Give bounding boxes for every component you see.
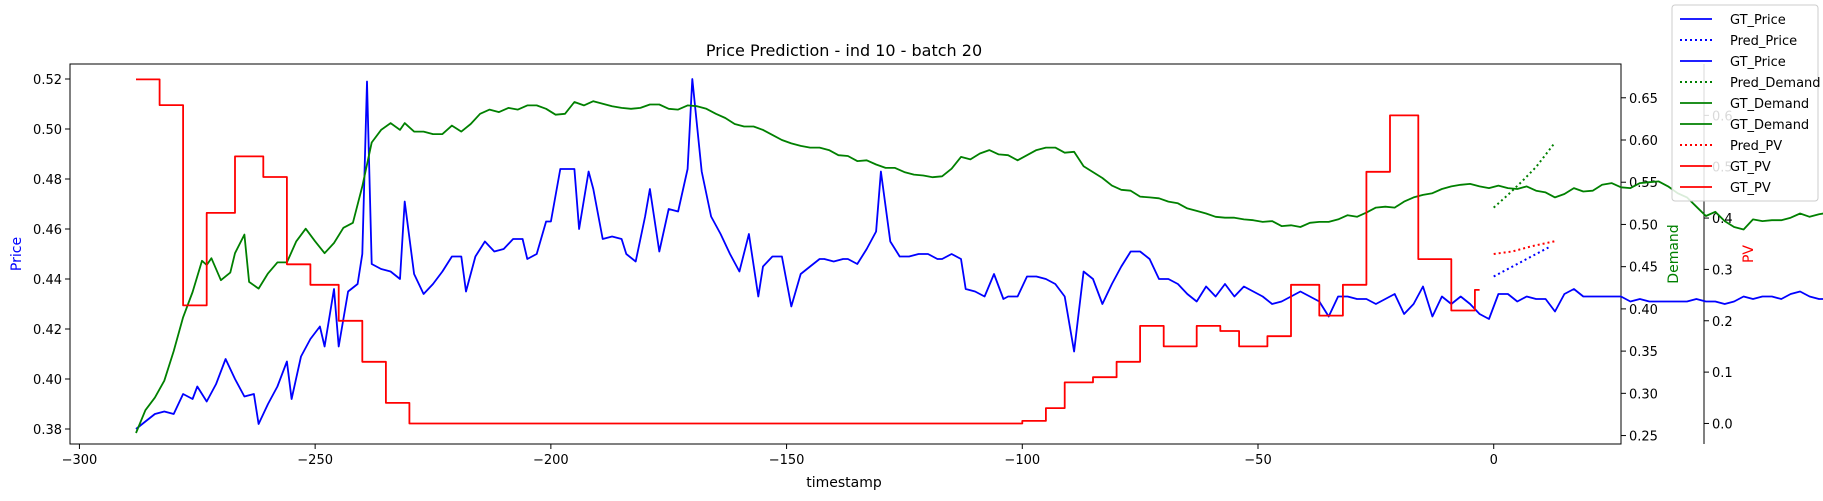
- demand-tick-label: 0.65: [1629, 92, 1658, 107]
- legend-label: GT_Price: [1730, 13, 1786, 28]
- demand-axis: 0.25 0.30 0.35 0.40 0.45 0.50 0.55 0.60 0.65: [1621, 92, 1658, 445]
- series-line-gt-price: [135, 78, 1823, 430]
- pv-axis-label: PV: [1741, 245, 1757, 263]
- legend-label: Pred_Price: [1730, 34, 1797, 49]
- legend-label: GT_PV: [1730, 181, 1771, 196]
- price-axis: 0.38 0.40 0.42 0.44 0.46 0.48 0.50 0.52: [33, 73, 70, 438]
- price-tick-label: 0.50: [33, 123, 62, 138]
- x-axis: −300 −250 −200 −150 −100 −50 0: [62, 444, 1498, 468]
- price-tick-label: 0.44: [33, 273, 62, 288]
- pv-tick-label: 0.0: [1712, 417, 1733, 432]
- legend-label: GT_Price: [1730, 55, 1786, 70]
- x-tick-label: −50: [1244, 453, 1271, 468]
- x-axis-label: timestamp: [806, 475, 882, 491]
- x-tick-label: 0: [1490, 453, 1498, 468]
- price-tick-label: 0.52: [33, 73, 62, 88]
- plot-frame: [69, 63, 1622, 445]
- demand-tick-label: 0.50: [1629, 218, 1658, 233]
- price-tick-label: 0.46: [33, 223, 62, 238]
- series-line-pred-pv: [1493, 240, 1556, 255]
- demand-tick-label: 0.45: [1629, 261, 1658, 276]
- legend-label: GT_Demand: [1730, 97, 1809, 112]
- series-layer: [135, 78, 1823, 434]
- demand-tick-label: 0.30: [1629, 387, 1658, 402]
- demand-tick-label: 0.25: [1629, 430, 1658, 445]
- chart-title: Price Prediction - ind 10 - batch 20: [706, 41, 982, 60]
- legend-label: GT_Demand: [1730, 118, 1809, 133]
- legend-label: Pred_PV: [1730, 139, 1782, 154]
- pv-tick-label: 0.3: [1712, 263, 1733, 278]
- series-line-gt-demand: [135, 100, 1823, 434]
- price-tick-label: 0.38: [33, 423, 62, 438]
- series-line-gt-pv: [136, 78, 1480, 425]
- price-axis-label: Price: [9, 237, 25, 271]
- legend-label: Pred_Demand: [1730, 76, 1821, 91]
- pv-tick-label: 0.2: [1712, 315, 1733, 330]
- demand-axis-label: Demand: [1666, 224, 1682, 283]
- demand-tick-label: 0.55: [1629, 176, 1658, 191]
- demand-tick-label: 0.60: [1629, 134, 1658, 149]
- price-tick-label: 0.48: [33, 173, 62, 188]
- price-tick-label: 0.40: [33, 373, 62, 388]
- series-line-pred-price: [1493, 245, 1551, 278]
- legend: GT_Price Pred_Price GT_Price Pred_Demand GT_…: [1671, 4, 1821, 202]
- series-line-pred-demand: [1493, 141, 1556, 209]
- demand-tick-label: 0.35: [1629, 345, 1658, 360]
- demand-tick-label: 0.40: [1629, 303, 1658, 318]
- pv-tick-label: 0.1: [1712, 366, 1733, 381]
- x-tick-label: −250: [297, 453, 333, 468]
- x-tick-label: −150: [769, 453, 805, 468]
- x-tick-label: −100: [1004, 453, 1040, 468]
- x-tick-label: −200: [533, 453, 569, 468]
- price-tick-label: 0.42: [33, 323, 62, 338]
- legend-label: GT_PV: [1730, 160, 1771, 175]
- legend-box: [1671, 4, 1819, 202]
- x-tick-label: −300: [62, 453, 98, 468]
